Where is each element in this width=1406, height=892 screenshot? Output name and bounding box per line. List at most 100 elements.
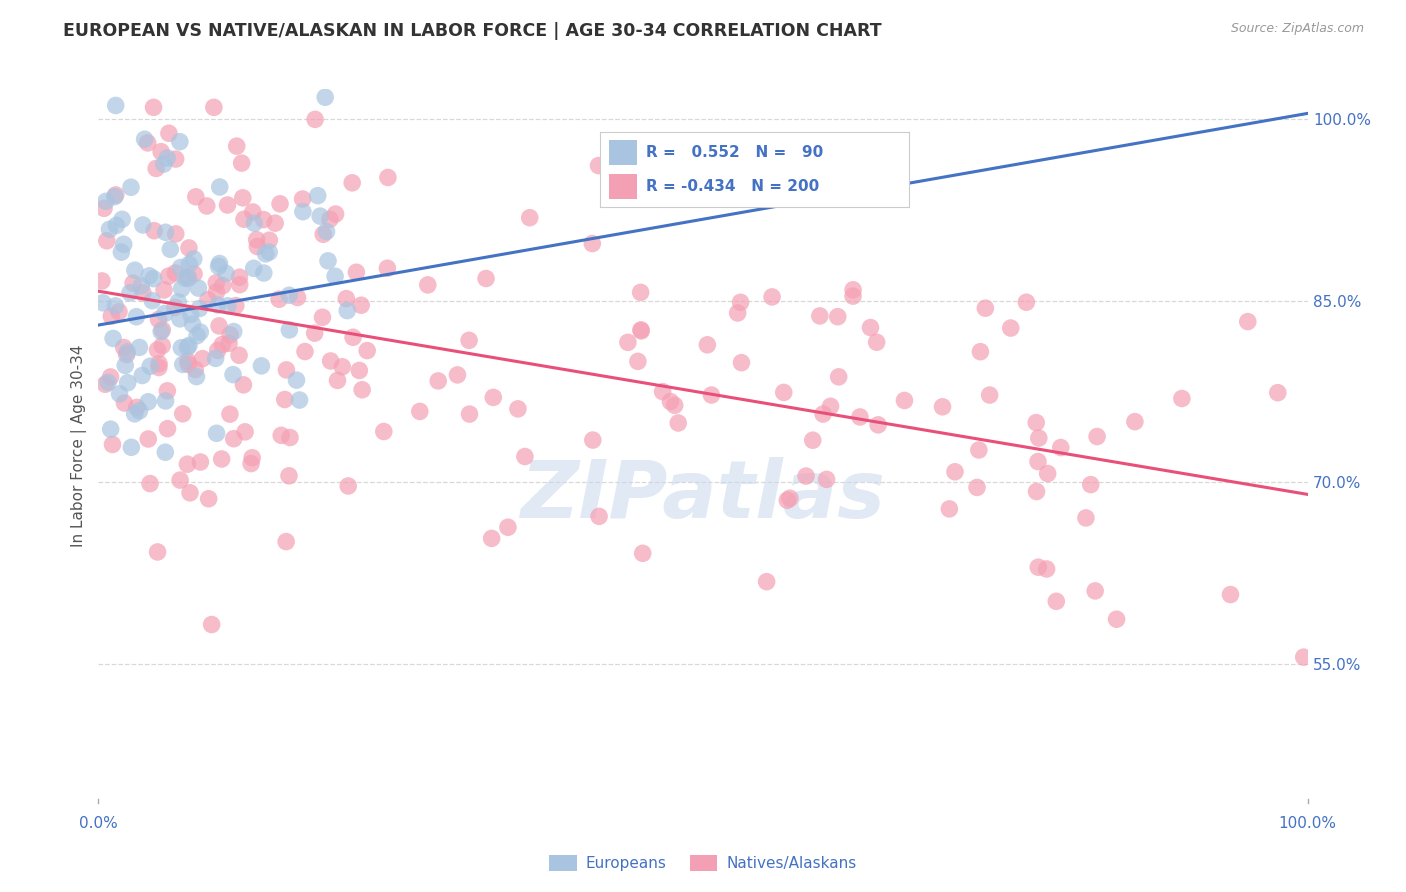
Point [278,468,301,483]
Point [730,295,752,310]
Point [316,253,339,268]
Point [458,407,481,421]
Point [143,224,166,238]
Point [270,428,292,442]
Point [966,480,988,494]
Point [253,212,276,227]
Point [772,385,794,400]
Point [136,394,159,409]
Point [148,357,170,371]
Point [337,479,360,493]
Point [342,330,364,344]
Point [651,384,673,399]
Point [177,354,200,368]
Point [730,356,752,370]
Point [104,188,127,202]
Point [326,373,349,387]
Point [208,318,231,333]
Point [118,285,141,300]
Point [231,156,253,170]
Point [190,455,212,469]
Point [112,341,135,355]
Point [1026,454,1049,468]
Point [146,545,169,559]
Point [581,236,603,251]
Point [377,170,399,185]
Point [801,434,824,448]
Point [138,268,160,283]
Point [815,472,838,486]
Point [335,292,357,306]
Point [104,98,127,112]
Point [125,401,148,415]
Point [101,437,124,451]
Point [828,369,851,384]
Point [307,188,329,202]
Point [481,532,503,546]
Point [943,465,966,479]
Point [142,100,165,114]
Point [1025,484,1047,499]
Point [588,159,610,173]
Point [1049,441,1071,455]
Point [136,136,159,150]
Point [259,233,281,247]
Point [93,202,115,216]
Point [225,139,247,153]
Point [849,409,872,424]
Point [152,157,174,171]
Point [588,509,610,524]
Point [416,277,439,292]
Point [446,368,468,382]
Point [159,242,181,256]
Point [1292,650,1315,665]
Point [204,351,226,366]
Point [176,341,198,355]
Point [218,336,240,351]
Point [222,325,245,339]
Point [156,384,179,398]
Point [186,328,208,343]
Point [319,212,342,227]
Point [191,351,214,366]
Point [132,218,155,232]
Point [120,180,142,194]
Point [208,180,231,194]
Point [139,359,162,374]
Point [170,282,193,296]
Point [314,90,336,104]
Point [269,196,291,211]
Point [228,270,250,285]
Point [100,309,122,323]
Point [195,199,218,213]
Point [176,457,198,471]
Point [155,393,177,408]
Point [294,344,316,359]
Point [276,534,298,549]
Point [1045,594,1067,608]
Point [859,320,882,334]
Point [1080,477,1102,491]
Point [183,252,205,266]
Point [157,269,180,284]
Point [110,245,132,260]
Point [336,303,359,318]
Point [779,491,801,506]
Point [156,151,179,165]
Point [240,457,263,471]
Point [356,343,378,358]
Point [820,399,842,413]
Point [91,274,114,288]
Point [315,225,337,239]
Point [165,266,187,280]
Point [311,310,333,325]
Point [377,261,399,276]
Point [458,334,481,348]
Point [1028,431,1050,445]
Point [217,299,239,313]
Point [842,283,865,297]
Point [232,377,254,392]
Point [274,392,297,407]
Point [312,227,335,242]
Point [350,298,373,312]
